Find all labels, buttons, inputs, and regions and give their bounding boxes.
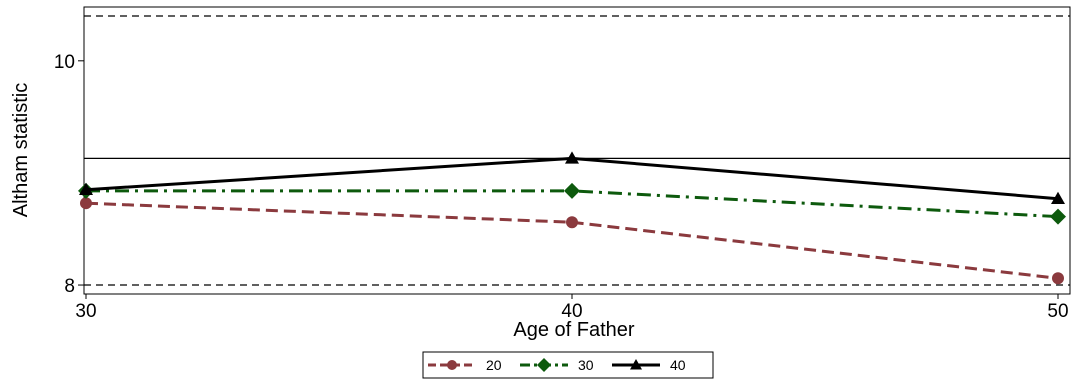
x-axis: 30 40 50 <box>75 294 1069 322</box>
x-tick-label: 50 <box>1047 301 1068 322</box>
y-axis: 8 10 <box>54 52 84 297</box>
series-20 <box>80 197 1064 285</box>
data-point <box>1050 208 1066 225</box>
y-axis-title: Altham statistic <box>10 83 32 217</box>
x-axis-title: Age of Father <box>513 319 635 341</box>
data-point <box>566 216 578 229</box>
x-tick-label: 40 <box>561 301 582 322</box>
legend-label: 20 <box>486 357 502 373</box>
data-point <box>537 358 551 372</box>
data-point <box>79 182 93 195</box>
data-point <box>1051 191 1065 204</box>
legend-item-30: 30 <box>520 357 594 373</box>
plot-area <box>83 6 1071 295</box>
series-layer <box>78 151 1066 285</box>
data-point <box>80 197 92 210</box>
data-point <box>630 359 642 370</box>
y-tick-label: 8 <box>64 276 75 297</box>
data-point <box>1052 272 1064 285</box>
legend-item-40: 40 <box>612 357 686 373</box>
data-point <box>564 182 580 199</box>
data-point <box>447 360 457 370</box>
data-point <box>565 151 579 164</box>
legend-label: 30 <box>578 357 594 373</box>
series-40 <box>79 151 1065 204</box>
y-tick-label: 10 <box>54 52 75 73</box>
legend-label: 40 <box>670 357 686 373</box>
legend-item-20: 20 <box>428 357 502 373</box>
x-tick-label: 30 <box>75 301 96 322</box>
legend: 20 30 40 <box>422 351 714 379</box>
